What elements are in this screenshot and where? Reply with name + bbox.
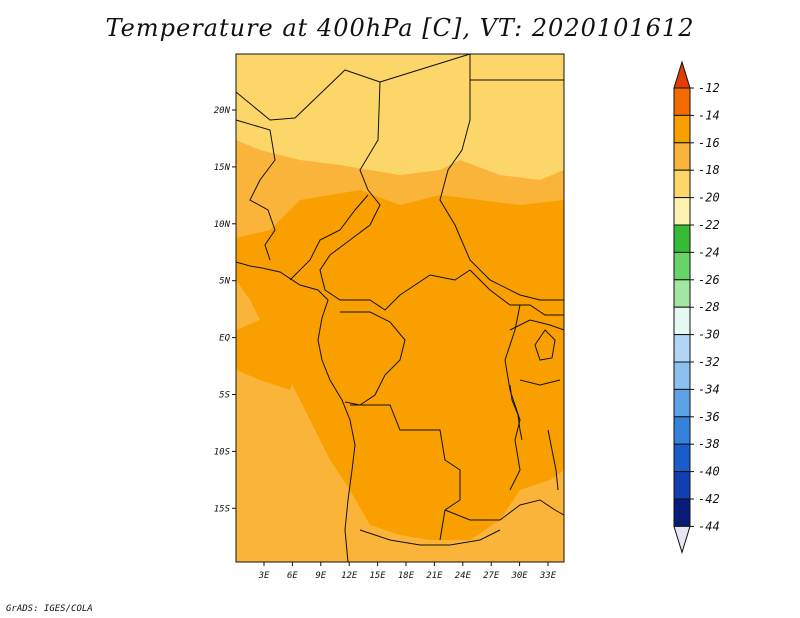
lat-tick-label: 5S [219,391,230,401]
colorbar-segment [673,388,691,418]
border-angola [350,404,461,541]
lake-malawi [547,429,559,491]
border-west-africa [235,119,276,261]
lat-tick-label: EQ [219,334,230,344]
border-zambia [444,499,565,521]
lon-tick-label: 24E [455,571,472,581]
lat-tick-label: 10N [214,220,231,230]
lat-tick-label: 10S [214,447,231,457]
lake-tanganyika [509,384,523,441]
colorbar-label: -44 [698,519,720,533]
colorbar: -12 -14 -16 -18 -20 -22 -24 -26 -28 -30 -32 -34 -36 -… [673,60,720,555]
coastline-west [235,261,356,563]
colorbar-segment [673,361,691,390]
lat-tick-label: 20N [214,106,231,116]
border-drc-east [504,304,521,491]
colorbar-segment [673,87,691,116]
lon-tick-label: 6E [287,571,298,581]
border-drc-west [340,311,406,406]
map-frame [235,53,565,563]
lon-tick-label: 18E [398,571,415,581]
colorbar-segment [673,251,691,281]
colorbar-segment [673,306,691,336]
field-patch-west [236,320,300,390]
colorbar-label: -34 [698,382,720,396]
colorbar-segment [673,114,691,144]
colorbar-segment [673,197,691,226]
colorbar-bottom-arrow [673,525,691,555]
colorbar-segment [673,169,691,199]
colorbar-top-arrow [673,60,691,89]
latitude-axis: 20N 15N 10N 5N EQ 5S 10S 15S [214,106,236,514]
colorbar-segment [673,498,691,527]
temperature-map [235,53,565,563]
lon-tick-label: 30E [510,571,528,581]
colorbar-segment [673,224,691,253]
colorbar-segment [673,279,691,308]
colorbar-label: -26 [698,273,720,287]
colorbar-label: -30 [698,328,720,342]
colorbar-segment [673,471,691,500]
field-band-minus-14 [236,190,564,540]
lat-tick-label: 5N [219,277,230,287]
lon-tick-label: 33E [539,571,557,581]
credit-text: GrADS: IGES/COLA [6,604,93,614]
colorbar-label: -42 [698,492,720,506]
border-car [319,189,471,311]
colorbar-label: -18 [698,163,720,177]
colorbar-label: -36 [698,410,720,424]
border-cameroon [289,194,369,281]
lat-tick-label: 15S [214,504,231,514]
colorbar-segment [673,334,691,363]
lon-tick-label: 9E [315,571,326,581]
field-patch-northeast [470,55,564,170]
border-chad [379,53,564,301]
colorbar-label: -24 [698,245,720,259]
colorbar-label: -14 [698,108,720,122]
lon-tick-label: 21E [426,571,443,581]
colorbar-segment [673,416,691,445]
map-title: Temperature at 400hPa [C], VT: 202010161… [105,14,695,42]
colorbar-label: -20 [698,191,720,205]
lake-victoria [534,329,556,361]
colorbar-label: -22 [698,218,720,232]
lat-tick-label: 15N [214,163,231,173]
colorbar-label: -40 [698,465,720,479]
colorbar-label: -12 [698,81,720,95]
colorbar-label: -32 [698,355,720,369]
colorbar-label: -38 [698,437,720,451]
longitude-axis: 3E 6E 9E 12E 15E 18E 21E 24E 27E 30E 33E [258,562,557,581]
colorbar-label: -28 [698,300,720,314]
lon-tick-label: 27E [483,571,500,581]
country-borders [235,53,565,563]
field-patch-coast [236,380,330,562]
colorbar-segment [673,443,691,473]
lon-tick-label: 12E [341,571,358,581]
lon-tick-label: 15E [369,571,386,581]
lon-tick-label: 3E [258,571,270,581]
border-sahara [235,69,381,191]
border-south [359,529,501,546]
colorbar-segment [673,142,691,171]
border-east-africa [509,319,565,386]
colorbar-label: -16 [698,136,720,150]
